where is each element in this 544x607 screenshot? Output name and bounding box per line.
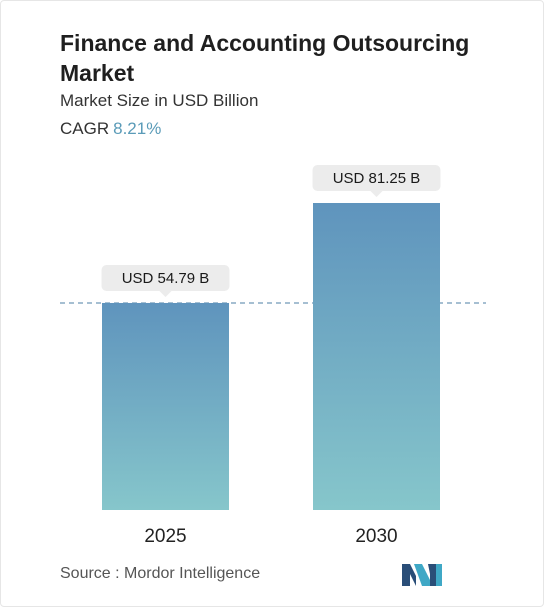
value-callout-2030 <box>312 165 441 191</box>
x-tick-label-2025: 2025 <box>144 526 186 547</box>
source-text: Source : Mordor Intelligence <box>60 565 261 582</box>
cagr-label: CAGR <box>60 119 110 138</box>
cagr-line: CAGR 8.21% <box>60 119 161 139</box>
x-tick-label-2030: 2030 <box>355 526 397 547</box>
cagr-value: 8.21% <box>113 119 162 138</box>
value-label-2025: USD 54.79 B <box>122 270 210 287</box>
bar-2030 <box>313 203 440 510</box>
value-label-2030: USD 81.25 B <box>333 170 421 187</box>
value-callout-pointer-2025 <box>159 290 172 297</box>
chart-subtitle: Market Size in USD Billion <box>60 91 259 110</box>
value-callout-pointer-2030 <box>370 191 383 197</box>
chart-title: Finance and Accounting Outsourcing Marke… <box>60 30 470 86</box>
bar-2025 <box>102 302 229 510</box>
value-callout-2025 <box>101 264 230 291</box>
mordor-intelligence-logo <box>402 564 442 586</box>
